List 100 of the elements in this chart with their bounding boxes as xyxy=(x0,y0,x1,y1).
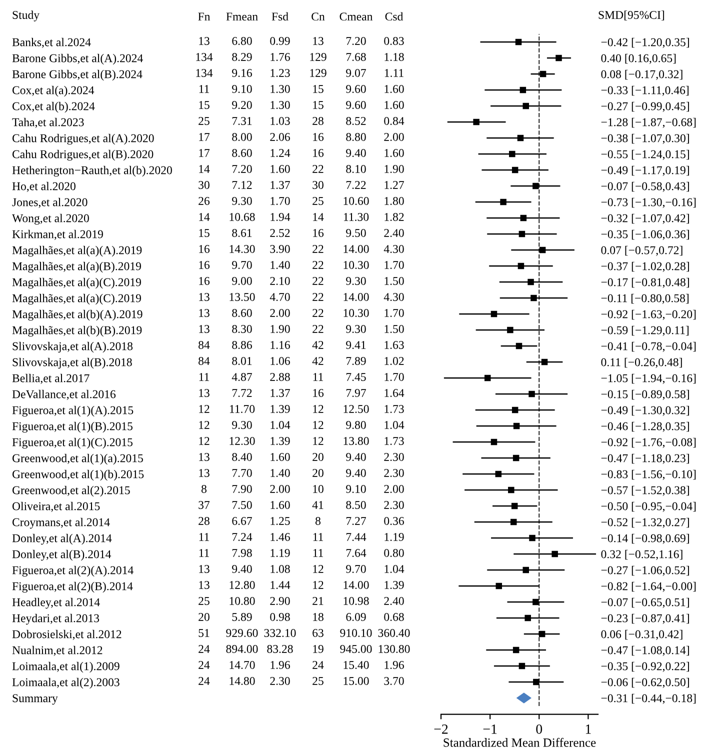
y-tick-label: Heydari,et al.2013 xyxy=(12,614,100,625)
point xyxy=(522,566,530,574)
x-tick-label: Fmean xyxy=(226,12,258,21)
y-tick-label: −0.73 [−1.30,−0.16] xyxy=(601,198,696,208)
x-tick-label: Csd xyxy=(385,12,404,21)
y-tick-label: −0.57 [−1.52,0.38] xyxy=(601,486,689,496)
point xyxy=(520,214,527,222)
x-tick-label: 1 xyxy=(586,724,591,734)
x-tick-label: Fn xyxy=(198,12,210,20)
y-tick-label: −0.92 [−1.76,−0.08] xyxy=(601,438,696,448)
y-tick-label: Cahu Rodrigues,et al(A).2020 xyxy=(12,134,154,145)
y-tick-label: Figueroa,et al(1)(C).2015 xyxy=(12,438,133,449)
y-tick-label: −0.15 [−0.89,0.58] xyxy=(601,390,689,400)
x-tick-label: Fsd xyxy=(272,12,288,21)
y-tick-label: −0.35 [−1.06,0.36] xyxy=(601,230,689,240)
y-tick-label: −0.46 [−1.28,0.35] xyxy=(601,422,689,432)
point xyxy=(507,326,514,334)
point xyxy=(518,262,524,270)
y-tick-label: Figueroa,et al(2)(A).2014 xyxy=(12,566,134,577)
y-tick-label: −0.11 [−0.80,0.58] xyxy=(601,294,689,304)
y-tick-label: −0.49 [−1.30,0.32] xyxy=(601,406,689,416)
y-tick-label: Magalhães,et al(a)(C).2019 xyxy=(12,294,141,305)
x-axis-title: Standardized Mean Difference xyxy=(444,738,596,747)
point xyxy=(490,438,498,446)
y-tick-label: 0.40 [0.16,0.65] xyxy=(601,54,676,64)
y-tick-label: −0.33 [−1.11,0.46] xyxy=(601,86,689,96)
point xyxy=(515,38,522,46)
y-tick-label: −0.47 [−1.18,0.23] xyxy=(601,454,689,464)
point xyxy=(513,422,520,430)
point xyxy=(520,86,526,94)
y-tick-label: 0.06 [−0.31,0.42] xyxy=(601,630,682,640)
y-tick-label: −0.82 [−1.64,−0.00] xyxy=(601,582,696,592)
y-tick-label: −0.27 [−1.06,0.52] xyxy=(601,566,689,576)
y-tick-label: Cahu Rodrigues,et al(B).2020 xyxy=(12,150,154,161)
y-tick-label: Donley,et al(A).2014 xyxy=(12,534,112,545)
x-tick-label: Cmean xyxy=(340,12,373,21)
y-tick-label: Magalhães,et al(a)(C).2019 xyxy=(12,278,141,289)
point xyxy=(500,198,506,206)
point xyxy=(530,294,537,302)
y-tick-label: −0.38 [−1.07,0.30] xyxy=(601,134,689,144)
y-tick-label: −1.28 [−1.87,−0.68] xyxy=(601,118,696,128)
y-tick-label: Greenwood,et al(1)(a).2015 xyxy=(12,454,143,465)
point xyxy=(528,278,534,286)
y-tick-label: Cox,et al(a).2024 xyxy=(12,86,94,97)
point xyxy=(516,342,522,350)
y-tick-label: Slivovskaja,et al(A).2018 xyxy=(12,342,133,353)
y-tick-label: Jones,et al.2020 xyxy=(12,198,88,208)
y-tick-label: Oliveira,et al.2015 xyxy=(12,502,100,512)
point xyxy=(490,310,498,318)
y-tick-label: Ho,et al.2020 xyxy=(12,182,76,192)
point xyxy=(538,630,546,638)
y-tick-label: Dobrosielski,et al.2012 xyxy=(12,630,122,640)
point xyxy=(541,358,548,366)
point xyxy=(512,646,520,654)
point xyxy=(508,486,514,494)
point xyxy=(540,70,546,78)
y-tick-label: −0.37 [−1.02,0.28] xyxy=(601,262,689,272)
y-tick-label: DeVallance,et al.2016 xyxy=(12,390,116,400)
y-tick-label: −0.92 [−1.63,−0.20] xyxy=(601,310,696,320)
y-tick-label: −0.17 [−0.81,0.48] xyxy=(601,278,689,288)
y-tick-label: Slivovskaja,et al(B).2018 xyxy=(12,358,132,369)
y-tick-label: Loimaala,et al(2).2003 xyxy=(12,678,120,689)
y-tick-label: Magalhães,et al(b)(A).2019 xyxy=(12,310,142,321)
point xyxy=(524,614,531,622)
x-tick-label: −1 xyxy=(483,724,497,734)
point xyxy=(532,182,539,190)
point xyxy=(539,246,546,254)
y-tick-label: −0.59 [−1.29,0.11] xyxy=(601,326,689,336)
y-tick-label: −0.52 [−1.32,0.27] xyxy=(601,518,689,528)
point xyxy=(484,374,491,382)
point xyxy=(517,134,524,142)
y-tick-label: Barone Gibbs,et al(B).2024 xyxy=(12,70,142,81)
y-tick-label: Wong,et al.2020 xyxy=(12,214,89,225)
point xyxy=(473,118,480,126)
point xyxy=(516,692,531,704)
y-tick-label: Bellia,et al.2017 xyxy=(12,374,90,384)
y-tick-label: −0.35 [−0.92,0.22] xyxy=(601,662,689,672)
point xyxy=(532,598,539,606)
point xyxy=(518,230,526,238)
y-tick-label: Nualnim,et al.2012 xyxy=(12,646,102,656)
y-tick-label: −0.47 [−1.08,0.14] xyxy=(601,646,689,656)
y-tick-label: −0.55 [−1.24,0.15] xyxy=(601,150,689,160)
y-tick-label: −0.42 [−1.20,0.35] xyxy=(601,38,689,48)
x-tick-label: Cn xyxy=(312,12,325,21)
y-tick-label: Kirkman,et al.2019 xyxy=(12,230,103,240)
y-tick-label: −0.49 [−1.17,0.19] xyxy=(601,166,689,176)
y-tick-label: −0.50 [−0.95,−0.04] xyxy=(601,502,696,512)
y-tick-label: Headley,et al.2014 xyxy=(12,598,100,609)
y-tick-label: 0.32 [−0.52,1.16] xyxy=(601,550,682,560)
y-tick-label: Banks,et al.2024 xyxy=(12,38,91,48)
y-tick-label: Loimaala,et al(1).2009 xyxy=(12,662,120,673)
y-tick-label: Magalhães,et al(b)(B).2019 xyxy=(12,326,142,337)
y-tick-label: −0.07 [−0.58,0.43] xyxy=(601,182,689,192)
y-tick-label: Summary xyxy=(12,694,58,705)
y-tick-label: 0.11 [−0.26,0.48] xyxy=(601,358,682,368)
point xyxy=(556,54,562,62)
y-tick-label: −0.27 [−0.99,0.45] xyxy=(601,102,689,112)
y-tick-label: Donley,et al(B).2014 xyxy=(12,550,112,561)
y-tick-label: −1.05 [−1.94,−0.16] xyxy=(601,374,696,384)
point xyxy=(533,678,540,686)
